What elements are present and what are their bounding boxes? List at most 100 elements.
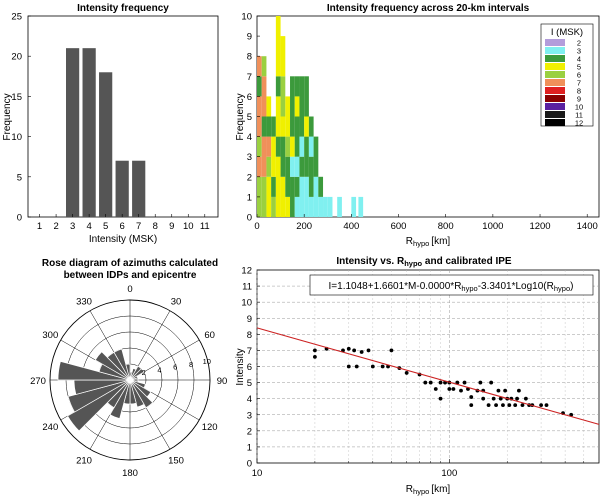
x-tick-label: 2 [53,221,58,232]
rose-petal [67,379,131,432]
data-point [433,387,438,391]
y-tick-label: 10 [11,132,22,143]
y-tick-label: 3 [247,152,252,163]
data-point [404,371,409,375]
data-point [346,364,351,369]
legend-title: I (MSK) [551,27,583,38]
data-point [346,346,351,351]
bar-segment [275,136,281,157]
legend-label: 5 [577,63,581,72]
y-tick-label: 8 [247,52,252,63]
bar-segment [257,136,262,157]
radial-tick-label: 2 [142,368,146,377]
bar-segment [285,136,291,157]
y-tick-label: 0 [247,459,252,470]
bar-segment [285,156,291,197]
legend-swatch [545,79,565,86]
rose-petal [94,351,131,381]
data-point [312,348,317,353]
angle-label: 90 [217,376,228,387]
data-point [359,350,364,354]
y-tick-label: 7 [247,72,252,83]
bar-segment [280,116,286,137]
bar-segment [280,36,286,77]
bar-segment [285,196,291,217]
bar-segment [266,156,272,177]
x-tick-label: 4 [86,221,91,232]
x-axis-label: Intensity (MSK) [89,234,157,245]
legend-label: 11 [575,111,583,120]
bar-segment [358,196,364,217]
legend-label: 10 [575,103,583,112]
bar-segment [294,76,300,97]
rose-petal [129,379,154,409]
y-axis-label: Frequency [235,93,246,140]
data-point [354,364,359,369]
angle-label: 330 [76,296,92,307]
y-tick-label: 4 [247,394,252,405]
data-point [489,380,494,385]
x-tick-label: 5 [103,221,108,232]
y-tick-label: 6 [247,362,252,373]
equation-text: I=1.1048+1.6601*M-0.0000*Rhypo-3.3401*Lo… [329,281,574,293]
bar-segment [294,116,300,157]
bar-segment [261,176,267,217]
data-point [438,380,443,385]
legend-swatch [545,119,565,126]
angle-label: 0 [127,284,132,295]
radial-tick-label: 6 [173,363,177,372]
angle-label: 270 [30,376,46,387]
bar-segment [257,156,262,177]
rose-diagram-panel: Rose diagram of azimuths calculated betw… [30,258,227,479]
legend-label: 6 [577,71,581,80]
x-tick-label: 10 [183,221,194,232]
bar-segment [275,76,281,97]
bar-segment [275,96,281,137]
data-point [507,403,512,407]
bar-segment [308,116,314,137]
data-point [447,387,452,391]
bar-segment [308,196,314,217]
bar-segment [266,116,272,137]
x-tick-label: 9 [169,221,174,232]
bar-segment [299,76,305,137]
legend-label: 2 [577,39,581,48]
data-point [539,403,544,407]
radial-tick-label: 4 [157,365,161,374]
rose-petal [113,348,131,381]
x-tick-label: 10 [252,468,263,479]
y-tick-label: 6 [247,92,252,103]
angle-label: 240 [42,422,58,433]
y-tick-label: 4 [247,132,252,143]
y-tick-label: 7 [247,346,252,357]
bar [115,160,129,217]
bar-segment [271,116,276,137]
chart-title-line-1: Rose diagram of azimuths calculated [42,258,218,269]
x-tick-label: 7 [136,221,141,232]
bar-segment [294,96,300,117]
bar-segment [308,136,314,157]
y-axis-label: Frequency [2,93,13,140]
rose-petal [129,368,145,381]
bar-segment [257,76,262,97]
data-point [496,388,501,393]
bar-segment [266,176,272,217]
bar-segment [266,136,272,157]
bar-segment [266,96,272,117]
legend-swatch [545,87,565,94]
x-tick-label: 3 [70,221,75,232]
y-tick-label: 5 [247,378,252,389]
bar-segment [318,176,324,197]
bar-segment [294,196,300,217]
y-tick-label: 10 [241,12,252,23]
bar-segment [294,156,300,177]
bar-segment [304,136,309,177]
x-tick-label: 6 [120,221,125,232]
y-tick-label: 5 [17,172,22,183]
bar-segment [304,76,309,117]
x-tick-label: 11 [200,221,210,232]
bar-segment [290,176,295,217]
intensity-frequency-panel: Intensity frequency 1 2 3 4 5 6 7 8 9 10 11 0 5 10 15… [2,3,219,245]
angle-label: 210 [76,456,92,467]
